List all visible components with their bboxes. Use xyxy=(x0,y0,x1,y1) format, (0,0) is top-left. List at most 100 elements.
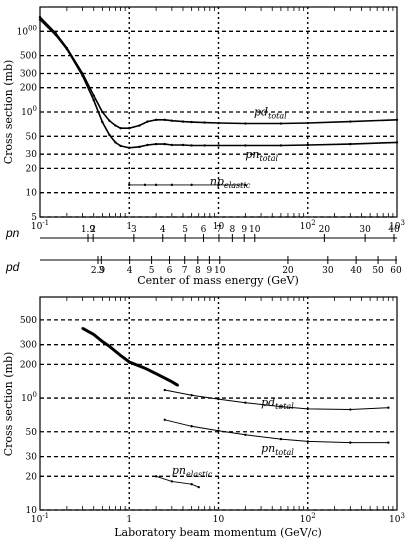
y-tick-label: 20 xyxy=(26,472,38,482)
bottom-series xyxy=(81,326,390,489)
data-point xyxy=(217,144,220,147)
data-point xyxy=(190,183,193,187)
series-line-pd-total xyxy=(39,16,398,129)
data-point xyxy=(154,475,158,478)
y-tick-label: 500 xyxy=(20,52,37,62)
data-point xyxy=(279,122,283,125)
y-tick-label: 500 xyxy=(20,316,37,326)
data-point xyxy=(38,18,42,21)
data-point xyxy=(119,144,122,148)
data-point xyxy=(244,122,247,125)
secondary-axis-tick-label: 7 xyxy=(182,266,188,276)
data-point xyxy=(81,327,84,330)
secondary-axis-tick-label: 20 xyxy=(319,225,331,235)
y-tick-label: 50 xyxy=(26,428,38,438)
data-point xyxy=(108,119,111,122)
series-annotation: npelastic xyxy=(210,175,251,190)
data-point xyxy=(154,142,158,146)
top-y-axis-label: Cross section (mb) xyxy=(2,60,15,165)
x-tick-label: 10 xyxy=(213,222,225,232)
data-point xyxy=(190,425,193,428)
y-tick-label: 50 xyxy=(26,132,38,142)
data-point xyxy=(244,183,247,187)
secondary-axis-tick-label: 2 xyxy=(90,225,96,235)
data-point xyxy=(170,183,174,187)
secondary-axis-label: pn xyxy=(5,226,20,240)
data-point xyxy=(217,429,220,433)
data-point xyxy=(203,121,206,124)
data-point xyxy=(306,407,309,411)
data-point xyxy=(181,120,185,123)
data-point xyxy=(128,146,131,150)
data-point xyxy=(217,183,220,187)
data-point xyxy=(217,397,220,401)
data-point xyxy=(176,384,180,387)
secondary-axis-tick-label: 4 xyxy=(127,266,133,276)
data-point xyxy=(190,144,193,147)
bottom-grid xyxy=(40,297,397,511)
top-x-ticks: 10-1 1 10 102 103 xyxy=(31,7,405,232)
data-point xyxy=(190,483,193,486)
secondary-axis-tick-label: 8 xyxy=(195,266,201,276)
data-point xyxy=(54,33,57,37)
secondary-axis-tick-label: 1.9 xyxy=(81,225,96,235)
series-annotation: pdtotal xyxy=(261,396,294,411)
y-tick-label: 30 xyxy=(26,453,38,463)
data-point xyxy=(128,183,131,187)
secondary-axis-tick-label: 4 xyxy=(160,225,166,235)
secondary-axis-tick-label: 3 xyxy=(131,225,137,235)
data-point xyxy=(101,340,104,343)
secondary-axis-tick-label: 10 xyxy=(249,225,261,235)
secondary-axis-tick-label: 9 xyxy=(241,225,247,235)
data-point xyxy=(128,126,131,130)
y-tick-label: 10 xyxy=(26,189,38,199)
data-point xyxy=(349,441,352,444)
secondary-axis-tick-label: 7 xyxy=(216,225,222,235)
y-tick-label: 300 xyxy=(20,341,37,351)
top-series xyxy=(38,15,399,187)
series-annotation: pdtotal xyxy=(254,106,287,121)
data-point xyxy=(217,121,220,125)
secondary-axis-tick-label: 40 xyxy=(388,225,400,235)
secondary-axis-tick-label: 2.9 xyxy=(91,266,106,276)
data-point xyxy=(119,354,122,357)
bottom-y-axis-label: Cross section (mb) xyxy=(2,352,15,457)
data-point xyxy=(395,141,399,144)
data-point xyxy=(203,144,206,147)
series-line-pn-total-fit xyxy=(164,419,389,444)
series-annotation: pntotal xyxy=(261,442,294,457)
secondary-axis-tick-label: 30 xyxy=(322,266,334,276)
x-tick-label: 1 xyxy=(126,515,132,525)
data-point xyxy=(81,74,84,78)
data-point xyxy=(108,345,111,348)
bottom-y-ticks: 10 20 30 50 100 200 300 500 xyxy=(20,316,37,516)
y-tick-label: 200 xyxy=(20,84,37,94)
series-line-pd-total xyxy=(81,326,179,387)
data-point xyxy=(387,441,390,444)
bottom-annotations: pdtotal pntotal pnelastic xyxy=(172,396,294,479)
y-tick-label: 1000 xyxy=(17,24,37,37)
secondary-axis-tick-label: 9 xyxy=(207,266,213,276)
data-point xyxy=(279,437,283,441)
y-tick-label: 10 xyxy=(26,506,38,516)
series-annotation: pntotal xyxy=(245,148,278,163)
data-point xyxy=(190,120,193,124)
y-tick-label: 30 xyxy=(26,150,38,160)
data-point xyxy=(279,405,283,408)
data-point xyxy=(163,142,166,146)
x-tick-label: 102 xyxy=(300,512,316,525)
top-chart: 10-1 1 10 102 103 5102030501002003005001000 … xyxy=(2,6,405,287)
y-tick-label: 5 xyxy=(31,213,37,223)
data-point xyxy=(349,142,352,146)
data-point xyxy=(92,94,95,97)
data-point xyxy=(138,145,141,149)
secondary-axis-tick-label: 20 xyxy=(282,266,294,276)
data-point xyxy=(387,406,390,409)
data-point xyxy=(395,118,399,122)
x-tick-label: 1 xyxy=(126,222,132,232)
secondary-axis-tick-label: 50 xyxy=(372,266,384,276)
data-point xyxy=(349,408,352,411)
